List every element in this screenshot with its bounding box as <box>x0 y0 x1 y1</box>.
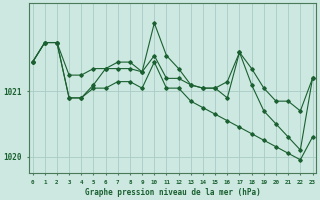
X-axis label: Graphe pression niveau de la mer (hPa): Graphe pression niveau de la mer (hPa) <box>85 188 260 197</box>
